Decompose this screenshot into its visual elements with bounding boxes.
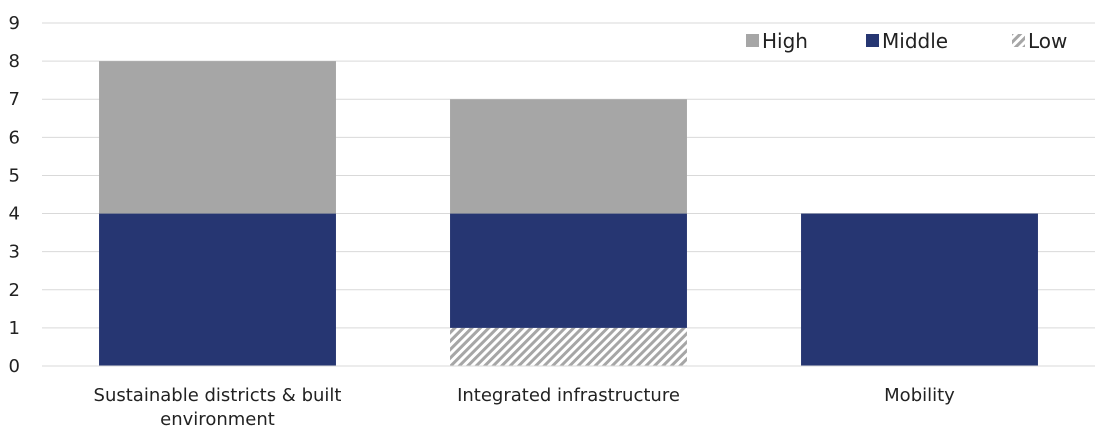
y-axis-tick-labels: 0 1 2 3 4 5 6 7 8 9 [9, 13, 20, 377]
x-axis-category-labels: Sustainable districts & built environment… [94, 385, 956, 430]
legend-swatch-low [1012, 34, 1025, 47]
y-tick-label: 2 [9, 280, 20, 301]
legend: High Middle Low [746, 29, 1067, 53]
y-tick-label: 8 [9, 51, 20, 72]
bar-high [450, 99, 687, 214]
y-tick-label: 4 [9, 204, 20, 225]
y-tick-label: 6 [9, 127, 20, 148]
y-tick-label: 7 [9, 89, 20, 110]
bar-middle [450, 213, 687, 328]
legend-swatch-middle [866, 34, 879, 47]
y-tick-label: 5 [9, 165, 20, 186]
bar-group [99, 61, 1038, 366]
x-category-label: Integrated infrastructure [457, 385, 680, 406]
y-tick-label: 0 [9, 356, 20, 377]
y-tick-label: 3 [9, 242, 20, 263]
legend-label-middle: Middle [882, 29, 948, 53]
bar-low [450, 327, 687, 366]
bar-high [99, 61, 336, 214]
bar-middle [99, 213, 336, 366]
legend-label-low: Low [1028, 29, 1067, 53]
x-category-label: Sustainable districts & built environment [94, 385, 342, 430]
legend-label-high: High [762, 29, 808, 53]
y-tick-label: 9 [9, 13, 20, 34]
bar-middle [801, 213, 1038, 366]
x-category-label: Mobility [884, 385, 955, 406]
legend-swatch-high [746, 34, 759, 47]
y-tick-label: 1 [9, 318, 20, 339]
